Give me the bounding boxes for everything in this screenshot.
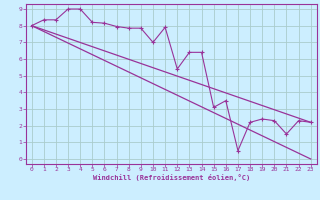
X-axis label: Windchill (Refroidissement éolien,°C): Windchill (Refroidissement éolien,°C) (92, 174, 250, 181)
